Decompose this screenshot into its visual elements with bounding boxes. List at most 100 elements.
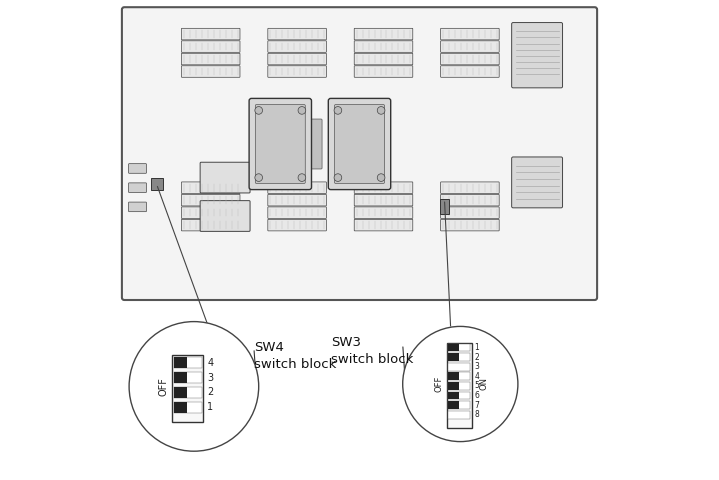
FancyBboxPatch shape <box>441 66 499 77</box>
FancyBboxPatch shape <box>151 178 162 190</box>
FancyBboxPatch shape <box>441 28 499 40</box>
Circle shape <box>377 107 385 114</box>
FancyBboxPatch shape <box>440 199 449 214</box>
FancyBboxPatch shape <box>354 66 413 77</box>
Bar <box>174 401 201 413</box>
FancyBboxPatch shape <box>441 219 499 231</box>
Text: 6: 6 <box>475 391 480 400</box>
Text: 3: 3 <box>207 372 214 383</box>
Text: SW4: SW4 <box>254 341 284 354</box>
FancyBboxPatch shape <box>441 207 499 218</box>
Bar <box>174 387 188 398</box>
Circle shape <box>298 107 306 114</box>
FancyBboxPatch shape <box>181 219 240 231</box>
FancyBboxPatch shape <box>354 194 413 206</box>
Bar <box>449 382 459 390</box>
Text: 4: 4 <box>207 358 214 368</box>
FancyBboxPatch shape <box>267 194 326 206</box>
FancyBboxPatch shape <box>354 182 413 193</box>
Text: 7: 7 <box>475 401 480 409</box>
FancyBboxPatch shape <box>267 182 326 193</box>
FancyBboxPatch shape <box>267 41 326 52</box>
Bar <box>449 344 470 351</box>
Text: 3: 3 <box>475 362 480 371</box>
FancyBboxPatch shape <box>200 162 250 193</box>
Text: OFF: OFF <box>159 377 169 396</box>
FancyBboxPatch shape <box>441 41 499 52</box>
FancyBboxPatch shape <box>181 194 240 206</box>
FancyBboxPatch shape <box>334 105 385 183</box>
FancyBboxPatch shape <box>267 66 326 77</box>
Bar <box>449 353 459 361</box>
FancyBboxPatch shape <box>354 41 413 52</box>
FancyBboxPatch shape <box>354 53 413 65</box>
FancyBboxPatch shape <box>255 105 306 183</box>
Bar <box>174 357 201 369</box>
Bar <box>449 363 470 371</box>
Text: 1: 1 <box>207 402 214 412</box>
Circle shape <box>255 107 262 114</box>
FancyBboxPatch shape <box>267 28 326 40</box>
FancyBboxPatch shape <box>181 53 240 65</box>
Bar <box>449 411 470 419</box>
FancyBboxPatch shape <box>181 207 240 218</box>
Bar <box>174 357 188 369</box>
Text: 4: 4 <box>475 372 480 381</box>
Circle shape <box>334 174 342 181</box>
Circle shape <box>129 322 259 451</box>
FancyBboxPatch shape <box>354 207 413 218</box>
FancyBboxPatch shape <box>129 164 147 173</box>
FancyBboxPatch shape <box>129 183 147 192</box>
Text: 2: 2 <box>475 353 480 361</box>
Circle shape <box>298 174 306 181</box>
Bar <box>449 401 470 409</box>
FancyBboxPatch shape <box>441 194 499 206</box>
FancyBboxPatch shape <box>267 53 326 65</box>
Bar <box>173 355 203 422</box>
Text: ON: ON <box>480 377 488 391</box>
Bar <box>174 372 201 383</box>
FancyBboxPatch shape <box>354 28 413 40</box>
Circle shape <box>255 174 262 181</box>
Bar <box>174 387 201 398</box>
Circle shape <box>403 326 518 442</box>
Bar <box>449 344 459 351</box>
Text: switch block: switch block <box>254 358 336 371</box>
Circle shape <box>334 107 342 114</box>
Bar <box>449 392 470 399</box>
FancyBboxPatch shape <box>512 157 562 208</box>
Bar <box>174 372 188 383</box>
FancyBboxPatch shape <box>512 23 562 88</box>
FancyBboxPatch shape <box>181 28 240 40</box>
Bar <box>449 353 470 361</box>
Bar <box>449 392 459 399</box>
FancyBboxPatch shape <box>200 201 250 231</box>
FancyBboxPatch shape <box>441 53 499 65</box>
FancyBboxPatch shape <box>181 41 240 52</box>
Bar <box>449 382 470 390</box>
FancyBboxPatch shape <box>181 66 240 77</box>
Bar <box>447 343 472 428</box>
Text: 1: 1 <box>475 343 480 352</box>
Text: 8: 8 <box>475 410 480 419</box>
Text: 2: 2 <box>207 387 214 397</box>
FancyBboxPatch shape <box>181 182 240 193</box>
Bar <box>449 372 459 380</box>
Text: switch block: switch block <box>331 353 413 366</box>
FancyBboxPatch shape <box>267 207 326 218</box>
Bar <box>449 401 459 409</box>
FancyBboxPatch shape <box>296 119 322 169</box>
FancyBboxPatch shape <box>122 7 597 300</box>
Circle shape <box>377 174 385 181</box>
Text: SW3: SW3 <box>331 336 361 349</box>
FancyBboxPatch shape <box>129 202 147 212</box>
Bar <box>449 372 470 380</box>
FancyBboxPatch shape <box>441 182 499 193</box>
Text: 5: 5 <box>475 382 480 390</box>
FancyBboxPatch shape <box>249 98 311 190</box>
FancyBboxPatch shape <box>354 219 413 231</box>
FancyBboxPatch shape <box>329 98 390 190</box>
FancyBboxPatch shape <box>267 219 326 231</box>
Text: OFF: OFF <box>435 376 444 392</box>
Bar <box>174 401 188 413</box>
